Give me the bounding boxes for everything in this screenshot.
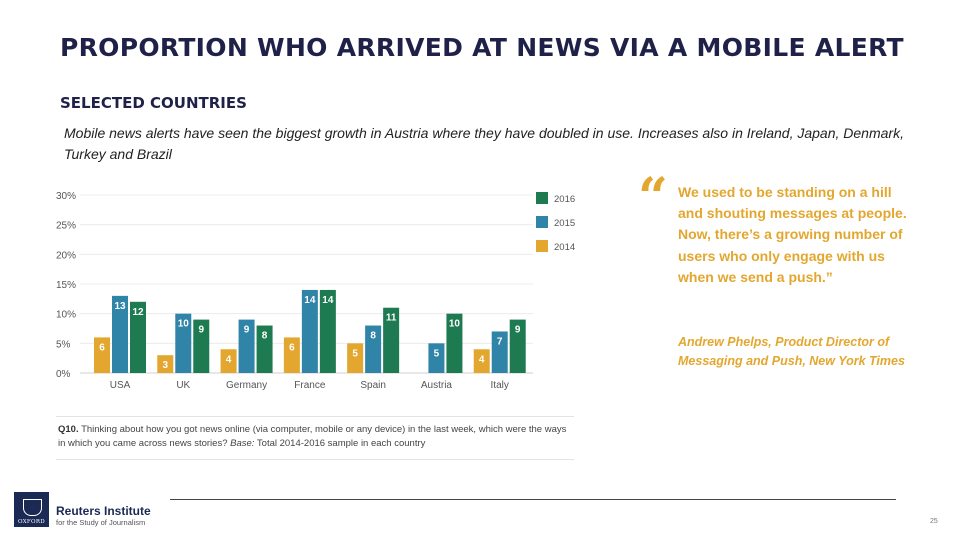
bar-value-label: 14 <box>322 295 334 306</box>
x-tick-label: Italy <box>491 380 509 391</box>
bar-2015 <box>491 331 508 373</box>
legend-label: 2015 <box>554 218 575 229</box>
bar-value-label: 4 <box>479 354 485 365</box>
bar-2014 <box>157 355 174 373</box>
org-subtitle: for the Study of Journalism <box>56 518 146 527</box>
bar-value-label: 5 <box>352 348 358 359</box>
bar-2016 <box>383 307 400 373</box>
bar-value-label: 12 <box>132 307 144 318</box>
oxford-crest-logo: OXFORD <box>14 492 49 527</box>
footer-divider <box>170 499 896 500</box>
bar-value-label: 4 <box>226 354 232 365</box>
base-label: Base: <box>230 438 255 449</box>
bar-value-label: 11 <box>386 313 397 324</box>
legend-swatch <box>536 240 548 252</box>
chart-description: Mobile news alerts have seen the biggest… <box>64 125 904 162</box>
legend-swatch <box>536 192 548 204</box>
page-subtitle: SELECTED COUNTRIES <box>60 94 247 112</box>
org-name: Reuters Institute <box>56 504 151 518</box>
y-tick-label: 30% <box>56 191 76 202</box>
page-title: PROPORTION WHO ARRIVED AT NEWS VIA A MOB… <box>60 33 904 62</box>
bar-2016 <box>509 319 526 373</box>
y-tick-label: 10% <box>56 310 76 321</box>
page-number: 25 <box>930 518 938 525</box>
bar-2015 <box>301 289 318 373</box>
y-tick-label: 15% <box>56 280 76 291</box>
y-tick-label: 5% <box>56 339 71 350</box>
bar-value-label: 8 <box>262 331 268 342</box>
quote-text: We used to be standing on a hill and sho… <box>678 184 907 285</box>
legend-label: 2014 <box>554 242 575 253</box>
x-tick-label: France <box>294 380 326 391</box>
bar-value-label: 8 <box>370 331 376 342</box>
x-tick-label: USA <box>110 380 131 391</box>
x-tick-label: Germany <box>226 380 267 391</box>
bar-value-label: 10 <box>178 319 190 330</box>
y-tick-label: 0% <box>56 369 71 380</box>
x-tick-label: UK <box>176 380 190 391</box>
x-tick-label: Austria <box>421 380 453 391</box>
bar-value-label: 13 <box>114 301 126 312</box>
bar-value-label: 7 <box>497 336 503 347</box>
bar-value-label: 9 <box>244 325 250 336</box>
bar-2014 <box>283 337 300 373</box>
bar-2015 <box>112 295 128 373</box>
question-label: Q10. <box>58 424 79 435</box>
bar-value-label: 10 <box>449 319 461 330</box>
bar-2016 <box>130 301 146 373</box>
question-note: Q10. Thinking about how you got news onl… <box>58 423 570 451</box>
quote-mark-icon: “ <box>638 167 668 228</box>
bar-value-label: 6 <box>99 342 105 353</box>
bar-2014 <box>220 349 237 373</box>
bar-2015 <box>238 319 255 373</box>
bar-value-label: 14 <box>304 295 316 306</box>
legend-label: 2016 <box>554 194 575 205</box>
bar-chart: 0% 5% 10% 15% 20% 25% 30% 6 13 12 USA 3 10 9 UK 4 9 8 Germ… <box>56 191 575 391</box>
bar-2014 <box>94 337 110 373</box>
bar-value-label: 9 <box>515 325 521 336</box>
bar-value-label: 3 <box>163 360 169 371</box>
legend-swatch <box>536 216 548 228</box>
shield-icon <box>23 499 42 516</box>
bar-value-label: 9 <box>199 325 205 336</box>
bar-2015 <box>365 325 382 373</box>
bar-value-label: 5 <box>434 348 440 359</box>
bar-2016 <box>319 289 336 373</box>
crest-text: OXFORD <box>17 519 45 525</box>
x-tick-label: Spain <box>360 380 386 391</box>
question-note-box <box>56 416 574 460</box>
bar-2016 <box>446 313 463 373</box>
y-tick-label: 25% <box>56 221 76 232</box>
quote-attribution: Andrew Phelps, Product Director of Messa… <box>678 335 905 368</box>
bar-value-label: 6 <box>289 342 295 353</box>
bar-2015 <box>175 313 192 373</box>
base-text: Total 2014-2016 sample in each country <box>256 438 426 449</box>
question-text: Thinking about how you got news online (… <box>58 424 567 449</box>
bar-2015 <box>428 343 445 373</box>
y-tick-label: 20% <box>56 250 76 261</box>
bar-2016 <box>193 319 210 373</box>
bar-2016 <box>256 325 273 373</box>
bar-2014 <box>473 349 490 373</box>
bar-2014 <box>347 343 364 373</box>
